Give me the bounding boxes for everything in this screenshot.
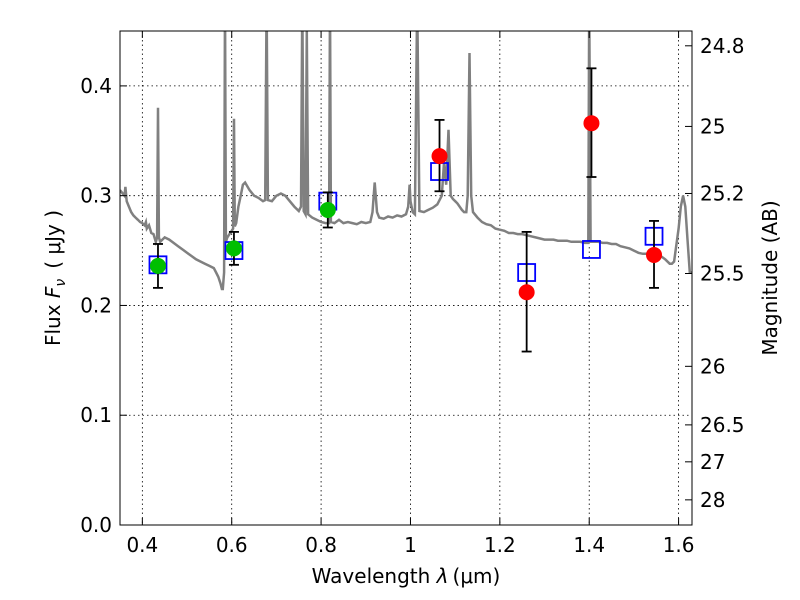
- y-axis-ticks: 0.0 0.1 0.2 0.3 0.4: [80, 74, 127, 537]
- magnitude-tick-label: 25.5: [700, 262, 745, 286]
- magnitude-tick-label: 25: [700, 114, 725, 138]
- magnitude-axis-label: Magnitude (AB): [758, 200, 782, 355]
- y-tick-label: 0.1: [80, 403, 112, 427]
- magnitude-tick-label: 25.2: [700, 181, 745, 205]
- x-tick-label: 0.6: [216, 533, 248, 557]
- y-axis-label: Flux Fν( μJy ): [41, 210, 69, 346]
- magnitude-tick-label: 26: [700, 354, 725, 378]
- spectrum-line: [120, 31, 692, 291]
- plot-frame: [119, 30, 693, 526]
- x-tick-label: 1: [404, 533, 417, 557]
- x-axis-ticks: 0.4 0.6 0.8 1 1.2 1.4 1.6: [126, 31, 695, 557]
- x-tick-label: 1.6: [663, 533, 695, 557]
- magnitude-tick-label: 24.8: [700, 34, 745, 58]
- red-data-point: [646, 246, 663, 263]
- green-data-point: [149, 257, 166, 274]
- model-flux-box: [582, 240, 601, 259]
- magnitude-axis-ticks: 24.8 25 25.2 25.5 26 26.5 27 28: [685, 34, 745, 512]
- green-data-point: [225, 240, 242, 257]
- plot-area: [120, 31, 692, 353]
- magnitude-tick-label: 28: [700, 488, 725, 512]
- y-tick-label: 0.3: [80, 184, 112, 208]
- photometry-points: [149, 115, 663, 301]
- magnitude-tick-label: 27: [700, 450, 725, 474]
- magnitude-tick-label: 26.5: [700, 413, 745, 437]
- y-tick-label: 0.0: [80, 513, 112, 537]
- x-tick-label: 1.4: [573, 533, 605, 557]
- y-tick-label: 0.2: [80, 293, 112, 317]
- red-data-point: [431, 148, 448, 165]
- y-tick-label: 0.4: [80, 74, 112, 98]
- x-axis-label: Wavelength λ (μm): [312, 564, 501, 588]
- grid-lines: [120, 31, 692, 526]
- x-tick-label: 0.4: [126, 533, 158, 557]
- red-data-point: [518, 284, 535, 301]
- red-data-point: [583, 115, 600, 132]
- x-tick-label: 1.2: [484, 533, 516, 557]
- x-tick-label: 0.8: [305, 533, 337, 557]
- green-data-point: [319, 201, 336, 218]
